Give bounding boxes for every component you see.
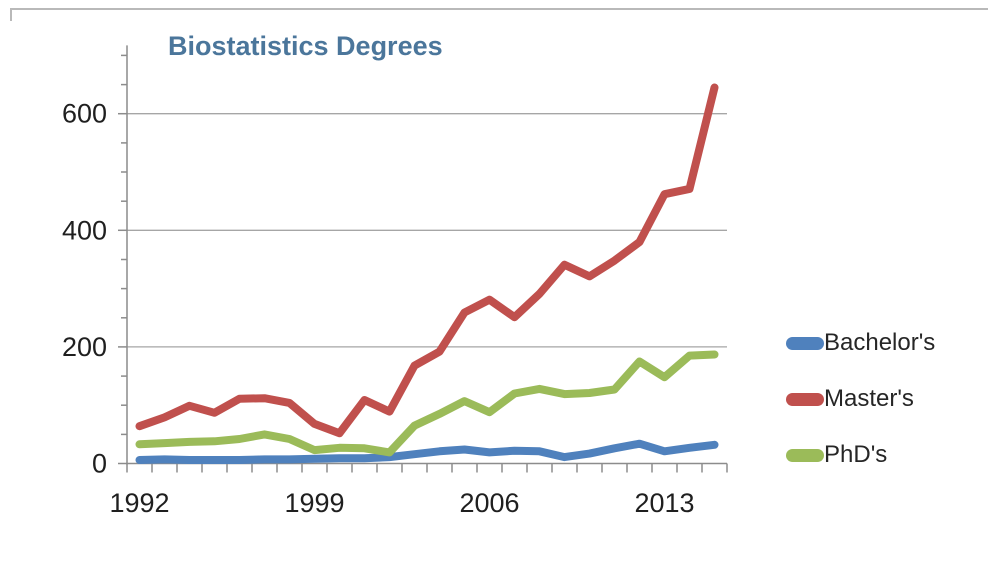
y-tick-label-400: 400 — [62, 215, 107, 245]
x-tick-label-2013: 2013 — [634, 488, 694, 518]
x-tick-label-1999: 1999 — [284, 488, 344, 518]
legend-label-masters: Master's — [824, 385, 914, 412]
y-tick-label-0: 0 — [92, 449, 107, 479]
page-top-rule — [10, 8, 988, 10]
legend-swatch-masters — [786, 392, 824, 406]
legend-label-bachelors: Bachelor's — [824, 329, 936, 356]
y-tick-label-200: 200 — [62, 332, 107, 362]
series-line-phds — [135, 350, 719, 457]
legend-swatch-phds — [786, 448, 824, 462]
legend-swatch-bachelors — [786, 336, 824, 350]
legend-item-bachelors: Bachelor's — [786, 328, 935, 358]
series-line-bachelors — [135, 439, 719, 464]
x-tick-label-1992: 1992 — [109, 488, 169, 518]
series-line-masters — [135, 83, 719, 438]
page-top-rule-corner-tick — [10, 8, 12, 21]
y-tick-label-600: 600 — [62, 99, 107, 129]
legend-item-phds: PhD's — [786, 440, 887, 470]
legend-item-masters: Master's — [786, 384, 914, 414]
chart-title: Biostatistics Degrees — [168, 31, 443, 61]
legend-label-phds: PhD's — [824, 441, 888, 468]
x-tick-label-2006: 2006 — [459, 488, 519, 518]
